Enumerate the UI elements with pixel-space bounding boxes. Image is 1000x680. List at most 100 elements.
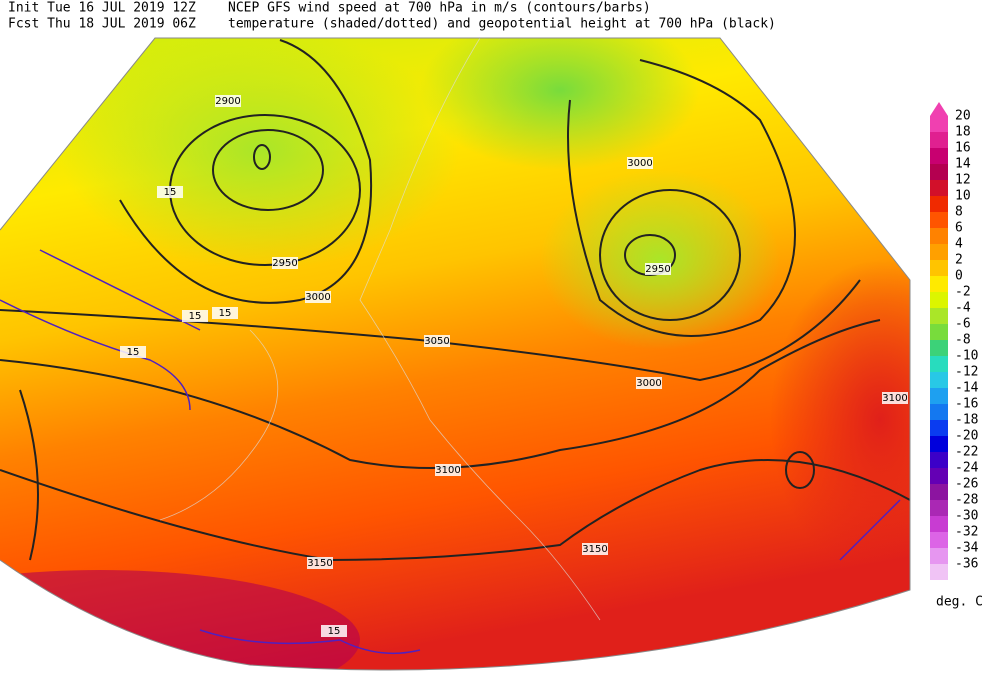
- colorbar-box: [930, 260, 948, 276]
- colorbar-box: [930, 164, 948, 180]
- contour-label: 15: [219, 308, 232, 319]
- colorbar-label: -32: [955, 525, 978, 540]
- colorbar-label: 6: [955, 221, 963, 236]
- label-box: [307, 557, 333, 569]
- label-box: [305, 291, 331, 303]
- contour-label: 3000: [627, 158, 652, 169]
- colorbar-box: [930, 484, 948, 500]
- colorbar-label: -24: [955, 461, 979, 476]
- label-box: [636, 377, 662, 389]
- colorbar-label: -36: [955, 557, 978, 572]
- colorbar-label: -20: [955, 429, 978, 444]
- colorbar-arrow: [930, 102, 948, 116]
- colorbar-label: 2: [955, 253, 963, 268]
- colorbar-label: -34: [955, 541, 979, 556]
- colorbar-box: [930, 436, 948, 452]
- colorbar-box: [930, 404, 948, 420]
- colorbar-label: 14: [955, 157, 971, 172]
- label-box: [435, 464, 461, 476]
- colorbar-label: -18: [955, 413, 978, 428]
- contour-label: 3050: [424, 336, 449, 347]
- colorbar-box: [930, 500, 948, 516]
- title-line: NCEP GFS wind speed at 700 hPa in m/s (c…: [228, 1, 651, 16]
- contour-label: 15: [189, 311, 202, 322]
- colorbar-label: -26: [955, 477, 978, 492]
- colorbar-label: 20: [955, 109, 971, 124]
- colorbar-label: -8: [955, 333, 971, 348]
- contour-labels: 2900 2950 3000 2950 3000 3050 3000 3100 3150 3150…: [120, 95, 908, 637]
- contour-label: 3000: [305, 292, 330, 303]
- colorbar-box: [930, 292, 948, 308]
- colorbar-label: -30: [955, 509, 978, 524]
- colorbar-label: 18: [955, 125, 971, 140]
- colorbar-label: -6: [955, 317, 971, 332]
- label-box: [120, 346, 146, 358]
- colorbar-label: -16: [955, 397, 978, 412]
- label-box: [182, 310, 208, 322]
- colorbar-box: [930, 372, 948, 388]
- label-box: [424, 335, 450, 347]
- colorbar-label: -2: [955, 285, 971, 300]
- colorbar-box: [930, 356, 948, 372]
- contour-label: 2950: [645, 264, 670, 275]
- colorbar-box: [930, 452, 948, 468]
- colorbar-label: 16: [955, 141, 971, 156]
- contour-label: 3100: [882, 393, 907, 404]
- colorbar-box: [930, 116, 948, 132]
- colorbar: 20181614121086420-2-4-6-8-10-12-14-16-18…: [930, 102, 979, 580]
- colorbar-box: [930, 468, 948, 484]
- colorbar-label: -28: [955, 493, 978, 508]
- colorbar-box: [930, 132, 948, 148]
- colorbar-label: 8: [955, 205, 963, 220]
- contour-label: 2950: [272, 258, 297, 269]
- map: [0, 38, 910, 670]
- label-box: [272, 257, 298, 269]
- colorbar-label: -14: [955, 381, 979, 396]
- colorbar-box: [930, 148, 948, 164]
- colorbar-box: [930, 212, 948, 228]
- label-box: [627, 157, 653, 169]
- contour-label: 15: [127, 347, 140, 358]
- colorbar-label: -22: [955, 445, 978, 460]
- label-box: [157, 186, 183, 198]
- contour-label: 15: [164, 187, 177, 198]
- label-box: [645, 263, 671, 275]
- fcst-line: Fcst Thu 18 JUL 2019 06Z: [8, 17, 196, 32]
- colorbar-label: 12: [955, 173, 971, 188]
- colorbar-box: [930, 340, 948, 356]
- contour-label: 2900: [215, 96, 240, 107]
- colorbar-label: 4: [955, 237, 963, 252]
- colorbar-label: -10: [955, 349, 978, 364]
- map-border: [0, 37, 911, 671]
- colorbar-box: [930, 324, 948, 340]
- label-box: [882, 392, 908, 404]
- colorbar-box: [930, 276, 948, 292]
- colorbar-unit: deg. C: [936, 595, 983, 610]
- colorbar-box: [930, 180, 948, 196]
- title-line: temperature (shaded/dotted) and geopoten…: [228, 17, 776, 32]
- contour-label: 3100: [435, 465, 460, 476]
- colorbar-label: -12: [955, 365, 978, 380]
- colorbar-box: [930, 388, 948, 404]
- colorbar-box: [930, 516, 948, 532]
- colorbar-box: [930, 532, 948, 548]
- contour-label: 15: [328, 626, 341, 637]
- colorbar-label: 10: [955, 189, 971, 204]
- colorbar-box: [930, 228, 948, 244]
- colorbar-label: 0: [955, 269, 963, 284]
- init-line: Init Tue 16 JUL 2019 12Z: [8, 1, 196, 16]
- colorbar-box: [930, 420, 948, 436]
- colorbar-box: [930, 244, 948, 260]
- colorbar-box: [930, 564, 948, 580]
- contour-label: 3150: [307, 558, 332, 569]
- colorbar-box: [930, 548, 948, 564]
- label-box: [212, 307, 238, 319]
- colorbar-box: [930, 196, 948, 212]
- label-box: [215, 95, 241, 107]
- colorbar-label: -4: [955, 301, 971, 316]
- label-box: [582, 543, 608, 555]
- contour-label: 3150: [582, 544, 607, 555]
- label-box: [321, 625, 347, 637]
- colorbar-box: [930, 308, 948, 324]
